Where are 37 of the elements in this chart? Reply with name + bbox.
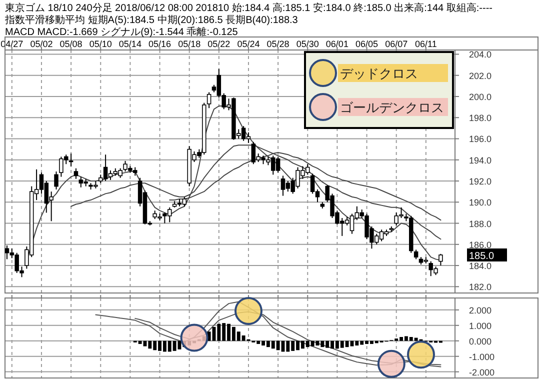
y-tick-label: 188.0 — [469, 218, 492, 229]
y-tick-label: 182.0 — [469, 282, 492, 292]
y-tick-label: 200.0 — [469, 92, 492, 102]
x-tick-label: 05/08 — [60, 39, 82, 49]
y-tick-label: 190.0 — [469, 198, 492, 208]
x-tick-label: 05/30 — [296, 39, 319, 49]
chart-subtitle: 指数平滑移動平均 短期A(5):184.5 中期(20):186.5 長期B(40):188.3 — [4, 14, 298, 26]
x-tick-label: 05/02 — [30, 39, 53, 49]
legend-label: デッドクロス — [340, 66, 418, 81]
y-tick-label: 184.0 — [469, 261, 492, 272]
text: 185.0 — [469, 250, 494, 262]
y-tick-label: 194.0 — [469, 155, 492, 166]
y-tick-label: 198.0 — [469, 113, 492, 124]
x-tick-label: 05/22 — [208, 39, 230, 49]
x-tick-label: 05/16 — [148, 39, 172, 49]
y-tick-label: 192.0 — [469, 176, 492, 187]
y-tick-label: 204.0 — [469, 50, 492, 60]
y-tick-label: 0.000 — [469, 336, 492, 346]
y-tick-label: 196.0 — [469, 134, 492, 144]
y-tick-label: -2.000 — [469, 367, 495, 378]
y-tick-label: 1.000 — [469, 320, 492, 331]
y-tick-label: 202.0 — [469, 70, 492, 81]
x-tick-label: 06/11 — [414, 39, 437, 49]
x-tick-label: 05/10 — [89, 39, 112, 49]
y-tick-label: 2.000 — [469, 305, 492, 316]
chart-title: 東京ゴム 18/10 240分足 2018/06/12 08:00 201810 始:184.4 高:185.1 安:184.0 終:185.0 出来高:144 取組高:---- — [5, 2, 492, 14]
y-tick-label: -1.000 — [469, 352, 495, 362]
x-tick-label: 05/24 — [237, 39, 260, 49]
x-tick-label: 06/01 — [326, 39, 348, 49]
x-tick-label: 05/18 — [178, 39, 201, 49]
text: MACD MACD:-1.669 シグナル(9):-1.544 乖離:-0.125 — [5, 26, 238, 38]
legend-label: ゴールデンクロス — [340, 100, 444, 115]
x-tick-label: 06/05 — [356, 39, 378, 49]
x-tick-label: 05/28 — [266, 39, 290, 49]
y-tick-label: 186.0 — [469, 240, 492, 250]
x-tick-label: 06/07 — [385, 39, 408, 49]
x-tick-label: 05/14 — [118, 39, 142, 49]
